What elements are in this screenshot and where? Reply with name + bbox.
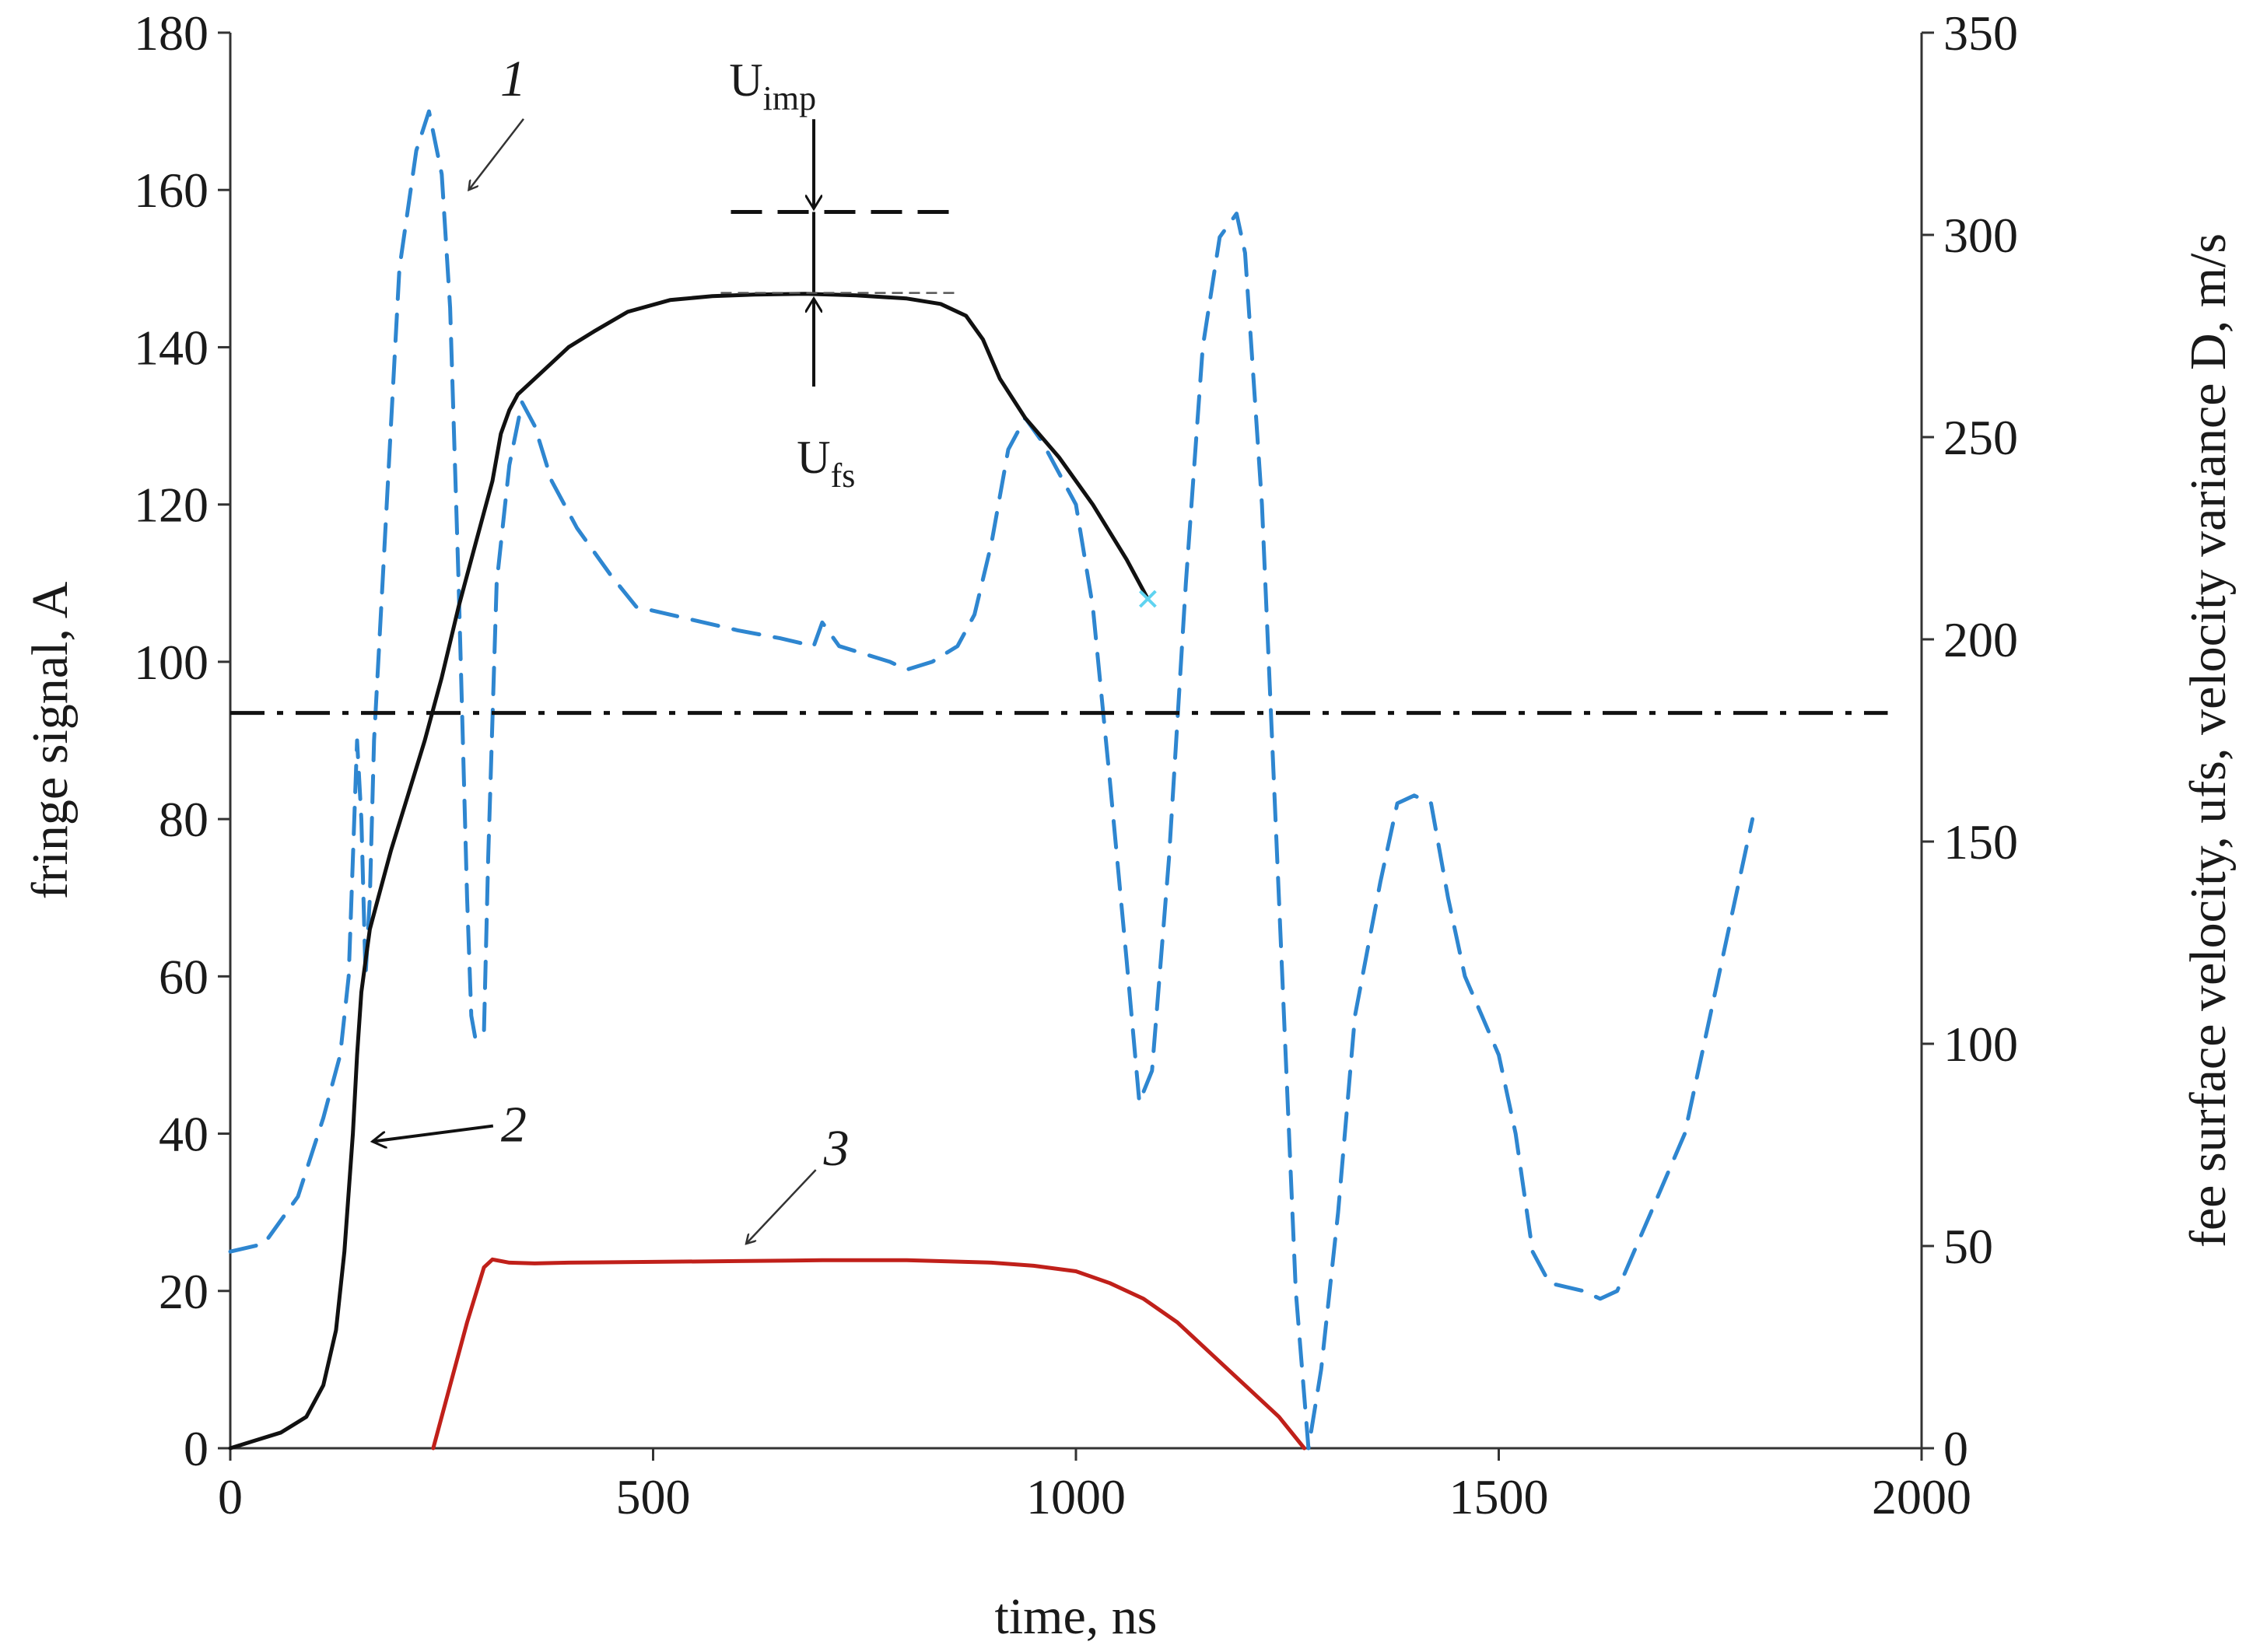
left-y-tick-label: 140	[134, 320, 208, 375]
left-y-tick-label: 180	[134, 5, 208, 61]
series-layer	[228, 109, 1888, 1451]
u-fs-label: Ufs	[797, 432, 855, 495]
u-imp-label: Uimp	[729, 54, 816, 117]
u-fs-subscript: fs	[831, 457, 856, 495]
right-y-tick-label: 200	[1943, 612, 2018, 667]
left-y-tick-label: 20	[159, 1264, 208, 1319]
right-y-tick-label: 250	[1943, 410, 2018, 465]
right-y-tick-label: 50	[1943, 1219, 1993, 1274]
curve-label-1: 1	[500, 51, 526, 107]
u-imp-subscript: imp	[763, 79, 816, 117]
left-y-tick-label: 60	[159, 949, 208, 1004]
left-y-axis-title: fringe signal, A	[22, 581, 79, 899]
left-y-tick-label: 80	[159, 792, 208, 847]
right-y-tick-label: 350	[1943, 5, 2018, 61]
right-y-axis-title: fee surface velocity, ufs, velocity vari…	[2180, 233, 2237, 1248]
x-tick-label: 0	[218, 1469, 243, 1524]
left-y-tick-label: 160	[134, 163, 208, 218]
left-y-tick-label: 120	[134, 478, 208, 533]
curve-label-2: 2	[501, 1097, 527, 1153]
x-tick-label: 1500	[1449, 1469, 1549, 1524]
axes-layer	[218, 31, 1934, 1461]
series-line-3	[431, 1257, 1306, 1451]
left-y-tick-label: 100	[134, 635, 208, 690]
series-end-marker	[1138, 590, 1157, 608]
annotation-layer	[373, 118, 958, 1244]
right-y-tick-label: 0	[1943, 1421, 1968, 1476]
series-line-2	[228, 292, 1150, 1451]
x-tick-label: 500	[616, 1469, 691, 1524]
curve-1-arrow	[469, 118, 524, 190]
curve-label-3: 3	[823, 1120, 850, 1177]
left-y-tick-label: 40	[159, 1107, 208, 1162]
curve-3-arrow	[746, 1169, 817, 1244]
series-line-1	[228, 109, 1755, 1451]
left-y-tick-label: 0	[184, 1421, 208, 1476]
right-y-tick-label: 100	[1943, 1017, 2018, 1072]
x-tick-label: 1000	[1026, 1469, 1126, 1524]
x-tick-label: 2000	[1872, 1469, 1971, 1524]
curve-2-arrow	[373, 1124, 494, 1142]
right-y-tick-label: 150	[1943, 814, 2018, 870]
x-axis-title: time, ns	[995, 1588, 1158, 1645]
right-y-tick-label: 300	[1943, 208, 2018, 263]
